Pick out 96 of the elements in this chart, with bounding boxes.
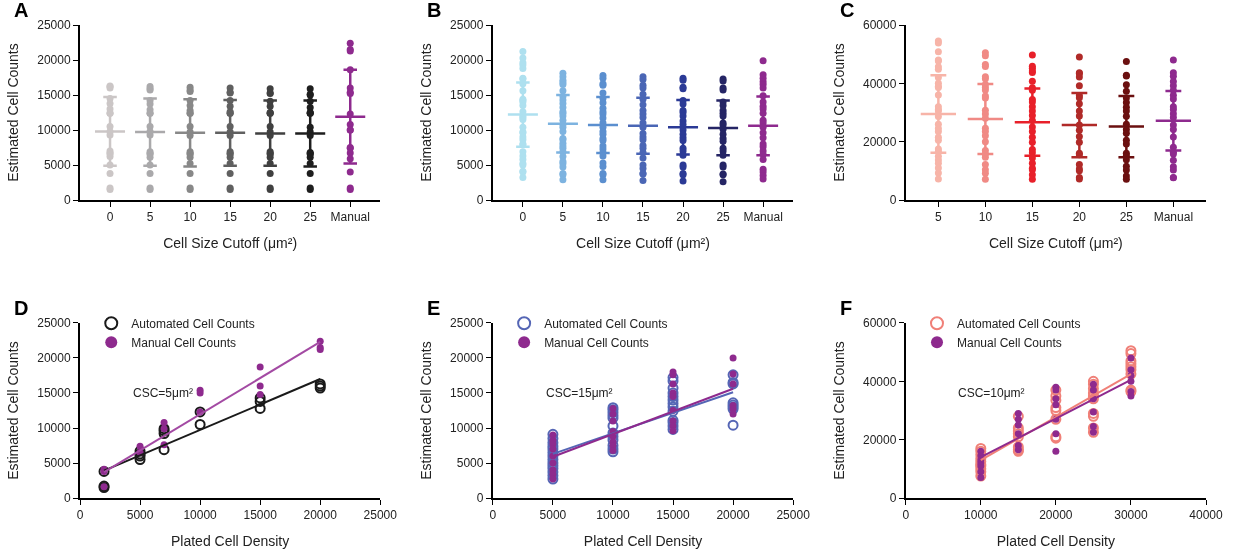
y-tick-label: 10000 <box>450 421 484 436</box>
x-tick-label: 25000 <box>776 508 811 523</box>
x-tick-label: 20 <box>676 210 691 225</box>
y-tick-label: 10000 <box>37 421 71 436</box>
x-tick-label: Manual <box>743 210 783 225</box>
chart-title: B <box>427 0 442 21</box>
y-axis-title: Estimated Cell Counts <box>418 43 435 182</box>
chart-title: A <box>14 0 29 21</box>
x-tick-label: 0 <box>519 210 527 225</box>
x-tick-label: 20 <box>263 210 278 225</box>
x-axis-title: Cell Size Cutoff (μm²) <box>988 235 1123 252</box>
y-axis-title: Estimated Cell Counts <box>831 43 848 182</box>
x-tick-label: Manual <box>1153 210 1194 225</box>
legend-label: Automated Cell Counts <box>956 316 1081 331</box>
x-tick-label: 25 <box>716 210 731 225</box>
y-tick-label: 0 <box>889 193 897 208</box>
x-tick-label: 20000 <box>716 508 751 523</box>
x-tick-label: 0 <box>106 210 114 225</box>
x-tick-label: 5 <box>146 210 154 225</box>
x-tick-label: 25000 <box>363 508 398 523</box>
x-tick-label: 10000 <box>596 508 630 523</box>
y-tick-label: 15000 <box>450 386 484 401</box>
x-axis-title: Plated Cell Density <box>583 533 703 550</box>
y-tick-label: 15000 <box>37 386 71 401</box>
y-tick-label: 40000 <box>862 374 897 389</box>
x-axis-title: Cell Size Cutoff (μm²) <box>576 235 710 252</box>
x-tick-label: 15 <box>1025 210 1040 225</box>
x-tick-label: 15000 <box>243 508 278 523</box>
y-tick-label: 5000 <box>43 456 71 471</box>
x-axis-title: Cell Size Cutoff (μm²) <box>163 235 298 252</box>
y-tick-label: 20000 <box>862 432 897 447</box>
y-tick-label: 25000 <box>450 18 484 33</box>
y-tick-label: 40000 <box>862 76 897 91</box>
x-tick-label: 20 <box>1072 210 1087 225</box>
x-tick-label: 15 <box>223 210 238 225</box>
y-tick-label: 10000 <box>450 123 484 138</box>
chart-title: F <box>840 297 853 319</box>
x-tick-label: 10000 <box>183 508 218 523</box>
x-tick-label: 10000 <box>964 508 998 523</box>
chart-title: C <box>840 0 855 21</box>
x-tick-label: 15 <box>636 210 650 225</box>
x-tick-label: 20000 <box>1039 508 1073 523</box>
x-tick-label: 10 <box>978 210 993 225</box>
y-tick-label: 15000 <box>450 88 484 103</box>
y-tick-label: 20000 <box>450 53 484 68</box>
x-tick-label: 30000 <box>1114 508 1148 523</box>
legend-label: Manual Cell Counts <box>131 335 236 350</box>
chart-title: E <box>427 297 441 319</box>
y-tick-label: 60000 <box>862 18 897 33</box>
y-tick-label: 5000 <box>456 456 484 471</box>
x-tick-label: 25 <box>303 210 318 225</box>
x-axis-title: Plated Cell Density <box>996 533 1116 550</box>
x-tick-label: 0 <box>902 508 910 523</box>
x-tick-label: 20000 <box>303 508 338 523</box>
y-tick-label: 10000 <box>37 123 71 138</box>
y-tick-label: 20000 <box>862 134 897 149</box>
y-tick-label: 0 <box>476 193 484 208</box>
y-tick-label: 5000 <box>43 158 71 173</box>
legend-label: Manual Cell Counts <box>544 335 649 350</box>
chart-title: D <box>14 297 29 319</box>
y-tick-label: 0 <box>63 193 71 208</box>
annotation: CSC=15μm² <box>546 386 613 400</box>
x-tick-label: Manual <box>330 210 370 225</box>
y-tick-label: 20000 <box>37 351 71 366</box>
y-tick-label: 20000 <box>450 351 484 366</box>
y-tick-label: 20000 <box>37 53 71 68</box>
y-tick-label: 25000 <box>37 18 71 33</box>
x-tick-label: 10 <box>183 210 198 225</box>
y-tick-label: 15000 <box>37 88 71 103</box>
annotation: CSC=10μm² <box>958 386 1025 400</box>
legend-label: Automated Cell Counts <box>131 316 255 331</box>
x-axis-title: Plated Cell Density <box>170 533 290 550</box>
y-tick-label: 0 <box>476 491 484 506</box>
x-tick-label: 5 <box>559 210 567 225</box>
y-axis-title: Estimated Cell Counts <box>418 341 435 480</box>
y-tick-label: 25000 <box>450 316 484 331</box>
y-tick-label: 0 <box>889 491 897 506</box>
legend-label: Automated Cell Counts <box>544 316 668 331</box>
x-tick-label: 10 <box>596 210 610 225</box>
legend-label: Manual Cell Counts <box>956 335 1062 350</box>
y-axis-title: Estimated Cell Counts <box>831 341 848 480</box>
x-tick-label: 15000 <box>656 508 691 523</box>
x-tick-label: 40000 <box>1189 508 1224 523</box>
x-tick-label: 5 <box>935 210 943 225</box>
y-axis-title: Estimated Cell Counts <box>5 341 22 480</box>
y-tick-label: 60000 <box>862 316 897 331</box>
x-tick-label: 0 <box>489 508 497 523</box>
y-tick-label: 25000 <box>37 316 71 331</box>
x-tick-label: 5000 <box>126 508 154 523</box>
y-axis-title: Estimated Cell Counts <box>5 43 22 182</box>
x-tick-label: 25 <box>1119 210 1134 225</box>
x-tick-label: 5000 <box>539 508 567 523</box>
y-tick-label: 0 <box>63 491 71 506</box>
x-tick-label: 0 <box>76 508 84 523</box>
annotation: CSC=5μm² <box>133 386 193 400</box>
y-tick-label: 5000 <box>456 158 484 173</box>
